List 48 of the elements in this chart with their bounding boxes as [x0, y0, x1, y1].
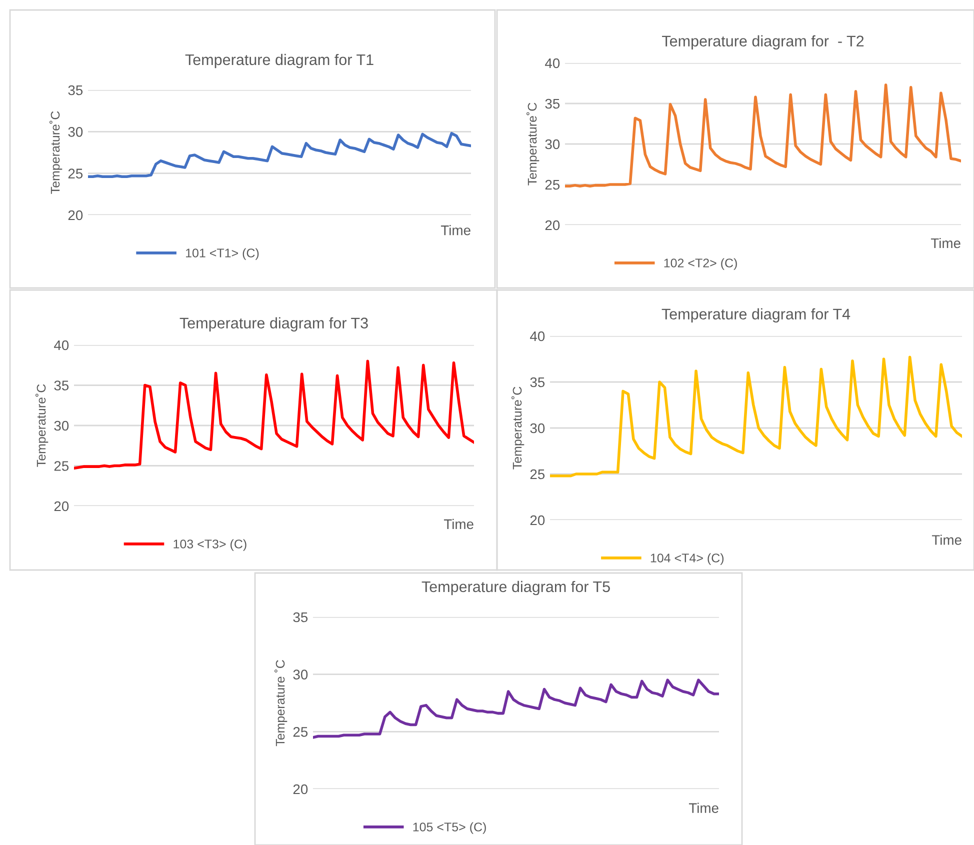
y-tick-label: 20	[68, 210, 83, 220]
line-series	[88, 132, 471, 178]
x-axis-title: Time	[688, 802, 718, 813]
y-tick-label: 25	[530, 469, 545, 480]
y-tick-label: 25	[293, 727, 308, 737]
legend-label: 104 <T4> (C)	[650, 553, 724, 565]
legend-label: 105 <T5> (C)	[413, 822, 486, 834]
y-axis-title: Temperature˚C	[511, 386, 524, 470]
chart-title: Temperature diagram for T4	[662, 308, 850, 323]
chart-title: Temperature diagram for T5	[422, 580, 610, 596]
y-axis-title: Temperature˚C	[49, 111, 62, 194]
y-tick-label: 30	[530, 423, 545, 434]
y-tick-label: 20	[293, 784, 308, 794]
y-tick-label: 35	[68, 85, 83, 96]
y-tick-label: 30	[54, 420, 69, 431]
x-axis-title: Time	[932, 534, 962, 545]
line-series	[565, 83, 961, 188]
x-axis-title: Time	[930, 238, 960, 248]
legend-label: 101 <T1> (C)	[186, 248, 259, 260]
y-tick-label: 40	[530, 331, 545, 342]
y-axis-title: Temperature˚C	[526, 102, 540, 186]
y-tick-label: 30	[293, 670, 308, 680]
y-tick-label: 25	[545, 180, 560, 190]
y-tick-label: 35	[530, 377, 545, 388]
y-tick-label: 30	[68, 127, 83, 137]
y-tick-label: 35	[545, 98, 560, 109]
x-axis-title: Time	[444, 518, 474, 530]
line-series	[313, 678, 719, 739]
y-tick-label: 35	[293, 612, 308, 622]
line-series	[74, 360, 474, 470]
y-tick-label: 40	[54, 340, 69, 350]
y-tick-label: 30	[545, 139, 560, 150]
y-tick-label: 40	[545, 58, 560, 68]
y-tick-label: 35	[54, 380, 69, 390]
chart-title: Temperature diagram for T1	[185, 54, 374, 68]
x-axis-title: Time	[440, 225, 470, 236]
y-tick-label: 20	[545, 220, 560, 230]
legend-label: 102 <T2> (C)	[664, 258, 737, 270]
y-tick-label: 25	[68, 168, 83, 179]
y-axis-title: Temperature ˚C	[274, 660, 288, 746]
line-series	[550, 356, 962, 478]
chart-title: Temperature diagram for T3	[180, 317, 368, 332]
y-tick-label: 20	[54, 501, 69, 512]
y-tick-label: 25	[54, 461, 69, 471]
legend-label: 103 <T3> (C)	[174, 539, 246, 551]
chart-title: Temperature diagram for - T2	[662, 35, 864, 50]
y-tick-label: 20	[530, 515, 545, 526]
y-axis-title: Temperature˚C	[35, 384, 48, 467]
